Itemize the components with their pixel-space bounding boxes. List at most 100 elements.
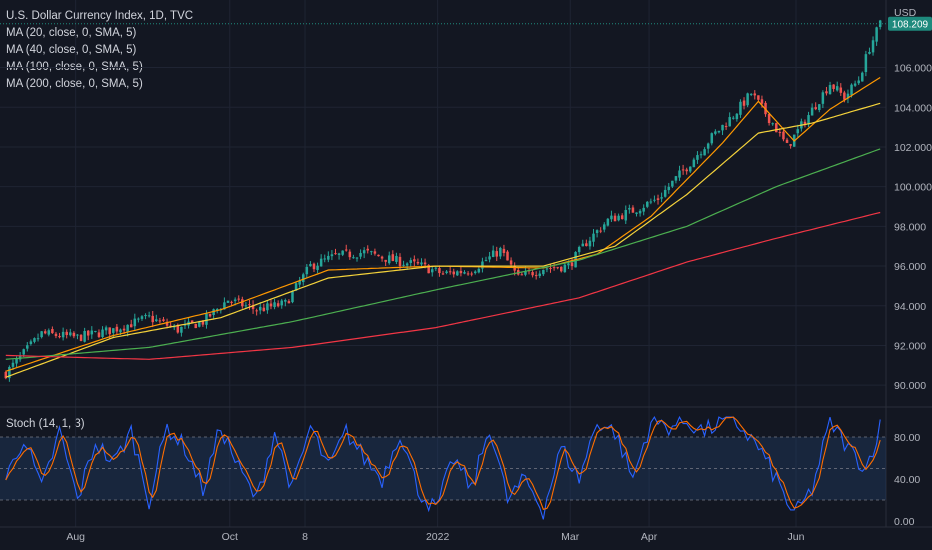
candle-body (18, 355, 22, 360)
candle (517, 267, 520, 276)
candle (251, 300, 255, 314)
stoch-k-line (5, 415, 881, 520)
candle (531, 269, 534, 278)
candle-body (262, 307, 266, 312)
candle-body (620, 215, 624, 220)
candle-body (276, 303, 280, 307)
candle (416, 258, 420, 266)
candle (542, 269, 545, 277)
candle-body (305, 266, 309, 275)
candle-body (330, 254, 334, 257)
candle (853, 80, 857, 87)
candle-body (144, 315, 147, 317)
candle (481, 257, 484, 273)
candle-body (549, 268, 552, 270)
candle-body (717, 130, 721, 133)
y-tick-label: 102.000 (894, 142, 932, 154)
y-tick-label: 94.000 (894, 301, 926, 313)
legend-ma100[interactable]: MA (100, close, 0, SMA, 5) (6, 61, 143, 73)
candle (692, 157, 696, 168)
candle-body (158, 320, 162, 322)
candle-body (671, 180, 674, 187)
candle (287, 299, 291, 304)
candle (599, 227, 602, 234)
legend-ma40[interactable]: MA (40, close, 0, SMA, 5) (6, 44, 137, 56)
candle-body (441, 273, 445, 275)
x-tick-label: Oct (222, 531, 238, 543)
candle-body (205, 313, 208, 325)
candle-body (603, 224, 606, 230)
candle (739, 99, 742, 118)
stoch-tick-label: 40.00 (894, 474, 920, 486)
candle-body (452, 271, 456, 275)
legend-ma200[interactable]: MA (200, close, 0, SMA, 5) (6, 78, 143, 90)
candle (101, 326, 104, 339)
candle (133, 313, 137, 331)
last-price-badge (888, 16, 932, 31)
candle-body (803, 121, 807, 125)
candle (470, 271, 473, 277)
candle-body (140, 316, 144, 319)
candle (327, 251, 330, 263)
candle-body (176, 324, 180, 333)
candle (137, 317, 140, 323)
ma20-line (5, 76, 881, 372)
candle (402, 260, 405, 267)
candle-body (595, 230, 599, 233)
ma100-line (5, 148, 881, 360)
candle (549, 263, 552, 273)
candle-body (430, 269, 434, 273)
candle-body (420, 262, 423, 265)
candle (51, 326, 54, 334)
candle-body (782, 131, 785, 140)
candle-body (814, 107, 817, 110)
candle-body (427, 265, 430, 274)
candle-body (456, 271, 459, 276)
candle (563, 263, 567, 273)
candle-body (689, 166, 692, 172)
candle-body (301, 274, 305, 283)
candle (305, 264, 309, 279)
ma40-line (5, 102, 881, 378)
candle-body (11, 362, 15, 367)
candle-body (76, 334, 79, 336)
candle (484, 256, 488, 262)
candle (355, 257, 359, 262)
candle (638, 209, 642, 217)
candle-body (237, 298, 240, 300)
candle-body (692, 159, 696, 168)
candle (223, 297, 226, 310)
candle (671, 180, 674, 188)
candle (699, 151, 703, 159)
candle-body (843, 92, 846, 100)
candle-body (402, 264, 405, 266)
candle-body (846, 93, 850, 99)
candle-body (244, 305, 248, 307)
candle-body (861, 72, 864, 82)
candle (144, 313, 147, 320)
candle (771, 122, 774, 126)
candle-body (119, 329, 122, 333)
candle-body (201, 321, 205, 325)
currency-label: USD (894, 7, 917, 19)
candle (248, 299, 251, 310)
candle (366, 245, 369, 254)
candle-body (470, 273, 473, 275)
candle-body (631, 207, 635, 213)
candle-body (499, 247, 502, 257)
stoch-legend[interactable]: Stoch (14, 1, 3) (6, 418, 85, 430)
candle (767, 113, 771, 126)
candle (473, 270, 477, 275)
candle-body (233, 299, 237, 302)
candle (749, 93, 753, 97)
candle-body (61, 331, 65, 338)
candle (452, 268, 456, 278)
candle (585, 239, 588, 247)
candle-body (287, 301, 291, 304)
candle-body (853, 83, 857, 86)
candle-body (208, 313, 212, 317)
candle-body (115, 326, 119, 332)
legend-ma20[interactable]: MA (20, close, 0, SMA, 5) (6, 27, 137, 39)
candle (448, 266, 452, 275)
